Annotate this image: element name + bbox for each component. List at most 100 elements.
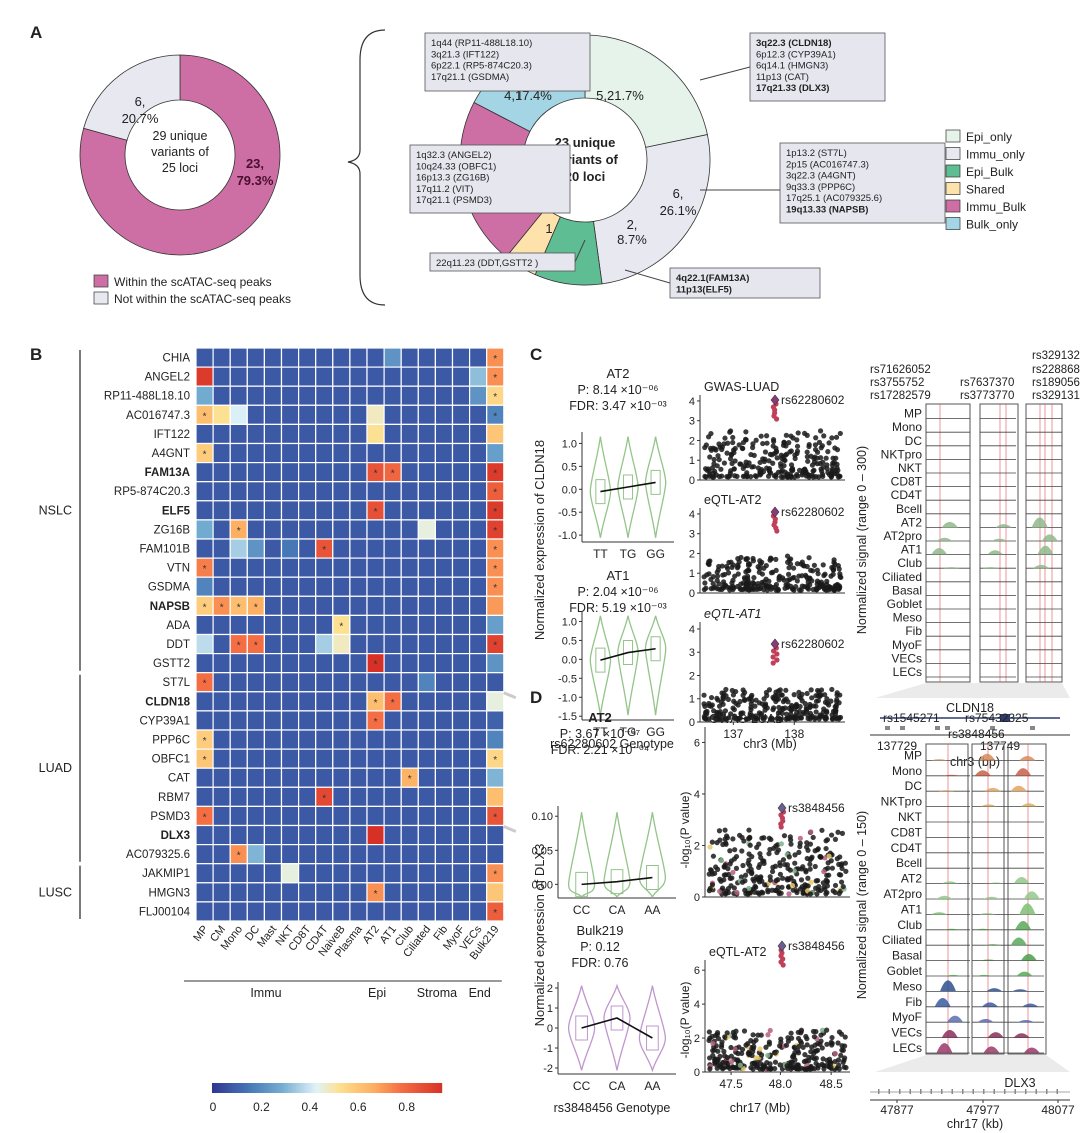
snp-point [833, 434, 840, 440]
heatmap-cell [486, 710, 505, 731]
violin-shape [638, 985, 667, 1073]
track-cell-label: Ciliated [882, 570, 922, 584]
snp-point [766, 458, 772, 464]
heatmap-cell [315, 882, 334, 903]
track-cell-label: LECs [893, 1041, 922, 1055]
heatmap-cell [349, 481, 368, 502]
heatmap-cell [451, 423, 471, 445]
heatmap-cell [195, 481, 214, 502]
snp-point [796, 467, 803, 473]
snp-point [741, 1028, 748, 1034]
snp-point [766, 467, 772, 473]
manhattan-ytick-label: 4 [694, 789, 700, 801]
snp-point [757, 851, 763, 857]
colorbar-segment [368, 1083, 371, 1093]
annotation-line: 6q14.1 (HMGN3) [756, 61, 828, 72]
snp-point [767, 846, 773, 853]
heatmap-cell [349, 652, 368, 674]
heatmap-cell [451, 481, 471, 502]
heatmap-cell [400, 385, 419, 406]
snp-point [730, 439, 736, 446]
snp-point [794, 443, 801, 449]
heatmap-cell [315, 901, 334, 922]
track-peak [941, 1029, 958, 1038]
heatmap-cell [315, 557, 334, 578]
annotation-line: 17q21.1 (GSDMA) [431, 72, 509, 83]
track-peak [1015, 921, 1032, 930]
heatmap-star: * [374, 717, 378, 728]
heatmap-cell [263, 538, 283, 559]
column-group-label: Epi [368, 986, 386, 1000]
heatmap-cell [263, 843, 283, 865]
genotype-label: TT [593, 725, 608, 739]
heatmap-cell [212, 423, 231, 445]
heatmap-cell [212, 576, 231, 597]
track-ylabel: Normalized signal (range 0 – 150) [855, 811, 869, 999]
heatmap-cell [315, 500, 334, 521]
heatmap-cell [298, 805, 317, 827]
snp-point [798, 561, 804, 567]
heatmap-cell [434, 423, 454, 445]
donut-left-slice-label: 20.7% [122, 111, 159, 126]
snp-point [740, 439, 747, 446]
snp-point [732, 1035, 739, 1041]
heatmap-cell [212, 462, 231, 483]
donut-right-slice [592, 134, 711, 285]
snp-point [725, 570, 732, 576]
heatmap-cell [280, 672, 300, 693]
colorbar-segment [286, 1083, 289, 1093]
track-peak [1037, 545, 1054, 555]
snp-point [792, 860, 798, 866]
heatmap-cell [263, 805, 283, 827]
snp-point [741, 575, 748, 581]
heatmap-cell [229, 824, 248, 846]
snp-point [725, 696, 732, 703]
heatmap-row-label: JAKMIP1 [142, 868, 190, 880]
heatmap-cell [229, 652, 248, 674]
snp-point [788, 711, 794, 717]
colorbar-segment [274, 1083, 277, 1093]
heatmap-cell [486, 786, 505, 807]
snp-point [780, 442, 787, 448]
snp-point [747, 842, 753, 848]
heatmap-cell [400, 519, 419, 540]
snp-point [816, 884, 822, 890]
track-peak [931, 548, 948, 555]
heatmap-star: * [254, 641, 258, 652]
manhattan-ytick-label: 2 [689, 435, 695, 447]
heatmap-cell [451, 710, 471, 731]
heatmap-cell [383, 366, 402, 387]
heatmap-row-label: VTN [167, 563, 190, 575]
violin-ytick-label: 0.5 [562, 635, 577, 647]
row-group-label: LUAD [39, 761, 72, 775]
snp-point [722, 708, 729, 714]
snp-point [734, 715, 740, 721]
heatmap-star: * [237, 526, 241, 537]
snp-point [804, 563, 810, 570]
snp-point [784, 862, 790, 868]
manhattan-title: eQTL-AT2 [704, 493, 761, 507]
snp-point [797, 835, 803, 841]
track-peak [943, 774, 960, 776]
heatmap-cell [298, 901, 317, 922]
heatmap-cell [298, 843, 317, 865]
violin-box [595, 647, 606, 673]
snp-point [826, 440, 832, 446]
snp-point [752, 703, 758, 709]
manhattan-xlabel: chr17 (Mb) [730, 1101, 790, 1115]
snp-point [716, 563, 722, 570]
track-cell-label: DC [905, 779, 923, 793]
manhattan-ytick-label: 3 [689, 416, 695, 428]
heatmap-cell [400, 595, 419, 616]
heatmap-cell [349, 423, 368, 445]
heatmap-cell [469, 843, 488, 865]
heatmap-cell [280, 423, 300, 445]
snp-point [799, 691, 805, 697]
snp-point [709, 1033, 715, 1040]
colorbar-segment [408, 1083, 411, 1093]
heatmap-cell [263, 576, 283, 597]
snp-point [701, 574, 707, 580]
heatmap-cell [434, 614, 454, 636]
manhattan-ytick-label: 3 [689, 647, 695, 659]
track-cell-label: AT2 [901, 872, 922, 886]
